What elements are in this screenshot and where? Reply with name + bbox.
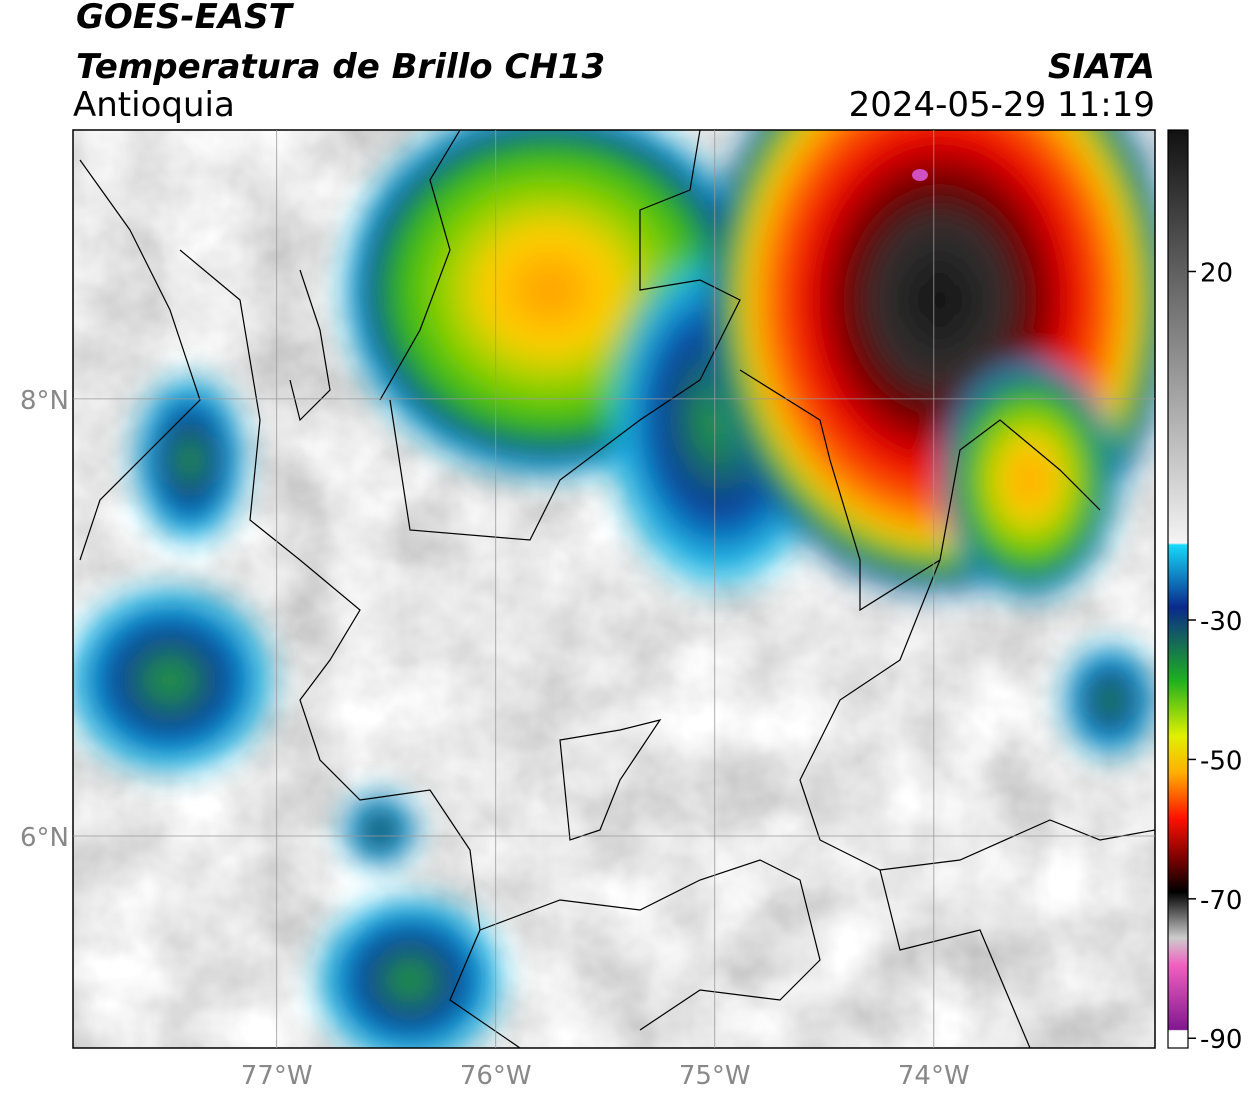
source: SIATA: [1048, 47, 1155, 87]
datetime: 2024-05-29 11:19: [849, 85, 1155, 125]
x-tick-label: 77°W: [241, 1061, 313, 1091]
map-frame: [72, 129, 1156, 1049]
subtitle: Temperatura de Brillo CH13: [76, 47, 605, 87]
x-tick-label: 74°W: [898, 1061, 970, 1091]
satellite-image: [73, 130, 1155, 1048]
colorbar-tick-label: -30: [1200, 607, 1242, 637]
x-tick-label: 76°W: [460, 1061, 532, 1091]
x-tick-label: 75°W: [679, 1061, 751, 1091]
colorbar-tick-label: -50: [1200, 746, 1242, 776]
colorbar-tick-label: 20: [1200, 258, 1233, 288]
y-tick-label: 6°N: [20, 823, 69, 853]
colorbar: [1167, 129, 1189, 1049]
colorbar-tick-label: -90: [1200, 1025, 1242, 1055]
region: Antioquia: [73, 85, 235, 125]
colorbar-tick-label: -70: [1200, 886, 1242, 916]
y-tick-label: 8°N: [20, 386, 69, 416]
title: GOES-EAST: [76, 0, 295, 37]
